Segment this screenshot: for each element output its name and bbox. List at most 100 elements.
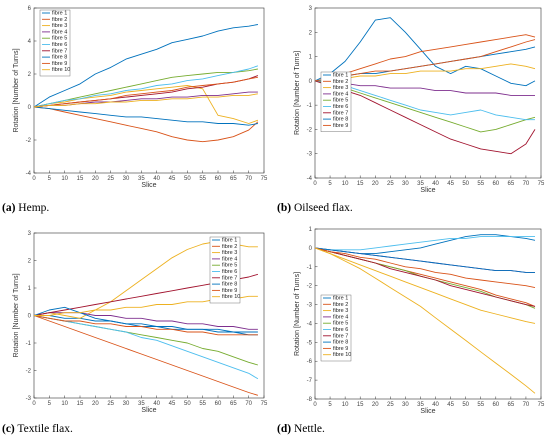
series-line-8 [314, 247, 535, 273]
series-line-3 [314, 63, 536, 82]
caption-hemp: (a) Hemp. [2, 202, 49, 214]
x-tick-label: 25 [107, 176, 114, 182]
legend-box [209, 236, 241, 304]
caption-text: Textile flax. [14, 423, 73, 435]
legend-entry-label: fibre 6 [333, 327, 348, 333]
y-axis-label: Rotation [Number of Turns] [294, 51, 301, 135]
series-line-9 [33, 315, 258, 336]
series-line-6 [314, 236, 535, 251]
x-tick-label: 75 [538, 402, 545, 408]
x-tick-label: 35 [138, 401, 145, 407]
legend-entry-label: fibre 4 [222, 256, 237, 262]
panel-hemp: 0 5 10 15 20 25 30 35 40 45 50 55 60 65 70 75 -4 -2 0 2 4 6 Sl… [0, 0, 275, 221]
y-axis-label: Rotation [Number of Turns] [13, 273, 20, 357]
x-tick-label: 20 [372, 402, 379, 408]
x-tick-label: 45 [447, 181, 454, 187]
legend-entry-label: fibre 8 [222, 282, 237, 288]
x-tick-label: 10 [342, 181, 349, 187]
legend-box [320, 71, 352, 132]
x-tick-label: 0 [32, 176, 36, 182]
legend-entry-label: fibre 1 [333, 296, 348, 302]
series-line-1 [314, 234, 536, 255]
x-tick-label: 30 [123, 401, 130, 407]
x-tick-label: 20 [92, 401, 99, 407]
x-tick-label: 15 [357, 402, 364, 408]
y-tick-label: 1 [309, 55, 313, 61]
series-line-10 [314, 247, 536, 324]
y-tick-label: 4 [28, 39, 32, 45]
series-line-4 [314, 80, 535, 96]
x-tick-label: 15 [77, 176, 84, 182]
legend-entry-label: fibre 9 [333, 123, 348, 129]
y-tick-label: 0 [309, 79, 313, 85]
y-tick-label: -4 [307, 176, 313, 182]
series-line-6 [33, 65, 259, 108]
legend-entry-label: fibre 3 [333, 85, 348, 91]
legend-entry-label: fibre 3 [333, 308, 348, 314]
y-tick-label: -3 [307, 303, 313, 309]
x-tick-label: 60 [215, 401, 222, 407]
plot-frame [33, 7, 265, 174]
x-tick-label: 55 [199, 401, 206, 407]
legend-entry-label: fibre 1 [222, 238, 237, 244]
series-line-8 [33, 306, 258, 336]
plot-frame [314, 228, 542, 400]
y-tick-label: 2 [28, 259, 32, 265]
x-tick-label: 10 [342, 402, 349, 408]
x-tick-label: 25 [107, 401, 114, 407]
series-line-9 [33, 76, 258, 108]
x-tick-label: 60 [492, 402, 499, 408]
caption-letter: (c) [2, 423, 15, 435]
legend-entry-label: fibre 2 [333, 79, 348, 85]
legend-entry-label: fibre 10 [222, 294, 240, 300]
x-tick-label: 60 [215, 176, 222, 182]
y-tick-label: -5 [307, 340, 313, 346]
legend-entry-label: fibre 5 [333, 98, 348, 104]
legend-entry-label: fibre 6 [52, 42, 67, 48]
hemp-chart: 0 5 10 15 20 25 30 35 40 45 50 55 60 65 70 75 -4 -2 0 2 4 6 Sl… [13, 6, 268, 189]
x-axis-label: Slice [420, 187, 435, 194]
x-tick-label: 65 [230, 176, 237, 182]
legend-entry-label: fibre 3 [222, 250, 237, 256]
x-tick-label: 35 [138, 176, 145, 182]
series-line-5 [314, 80, 536, 133]
y-tick-label: 0 [28, 314, 32, 320]
series-line-7 [314, 247, 536, 307]
x-tick-label: 65 [508, 402, 515, 408]
series-line-6 [33, 315, 259, 380]
series-line-3 [33, 85, 259, 124]
series-line-6 [315, 80, 535, 121]
y-tick-label: 0 [309, 246, 313, 252]
legend-entry-label: fibre 4 [333, 91, 348, 97]
plot-frame [314, 7, 542, 179]
x-tick-label: 10 [61, 176, 68, 182]
caption-text: Hemp. [15, 202, 50, 214]
x-axis-label: Slice [420, 408, 435, 415]
legend-entry-label: fibre 7 [52, 48, 67, 54]
x-axis-label: Slice [141, 407, 156, 414]
series-line-5 [33, 68, 258, 108]
x-tick-label: 60 [492, 181, 499, 187]
x-tick-label: 0 [313, 181, 317, 187]
x-tick-label: 5 [328, 181, 332, 187]
legend-entry-label: fibre 7 [222, 275, 237, 281]
legend-entry-label: fibre 2 [222, 244, 237, 250]
y-axis-label: Rotation [Number of Turns] [13, 48, 20, 132]
x-tick-label: 40 [432, 402, 439, 408]
x-tick-label: 20 [92, 176, 99, 182]
x-tick-label: 70 [245, 401, 252, 407]
y-tick-label: -6 [307, 359, 313, 365]
x-tick-label: 30 [123, 176, 130, 182]
x-tick-label: 55 [477, 402, 484, 408]
panel-textile-flax: 0 5 10 15 20 25 30 35 40 45 50 55 60 65 70 75 -3 -2 -1 0 1 2 3… [0, 221, 275, 442]
x-tick-label: 70 [523, 181, 530, 187]
x-tick-label: 50 [462, 402, 469, 408]
legend-entry-label: fibre 5 [222, 263, 237, 269]
x-tick-label: 20 [372, 181, 379, 187]
y-tick-label: 1 [309, 227, 313, 233]
x-tick-label: 75 [261, 401, 268, 407]
legend-entry-label: fibre 8 [52, 55, 67, 61]
y-tick-label: -2 [307, 284, 313, 290]
legend-entry-label: fibre 1 [52, 11, 67, 17]
legend-entry-label: fibre 2 [52, 17, 67, 23]
